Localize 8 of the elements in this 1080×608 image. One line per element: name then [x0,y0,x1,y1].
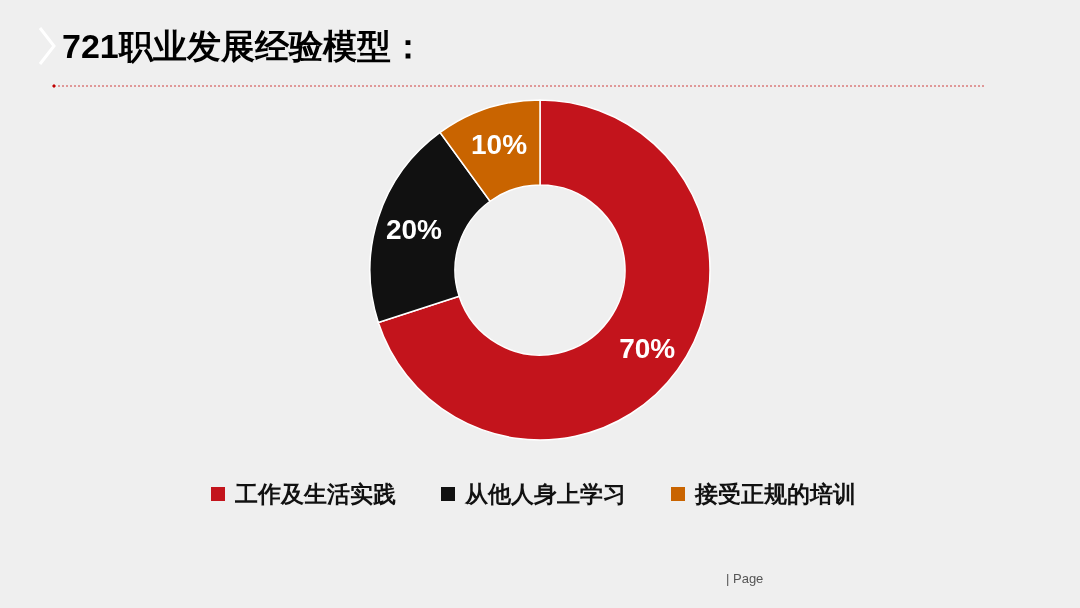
data-label: 20% [385,214,443,246]
legend-label: 工作及生活实践 [234,481,396,507]
data-label: 10% [471,128,528,160]
legend-label: 从他人身上学习 [464,481,626,507]
data-label: 70% [619,332,676,364]
text: | Page [726,571,764,586]
legend-label: 接受正规的培训 [694,481,856,507]
chart-title: 721职业发展经验模型： [62,27,425,65]
